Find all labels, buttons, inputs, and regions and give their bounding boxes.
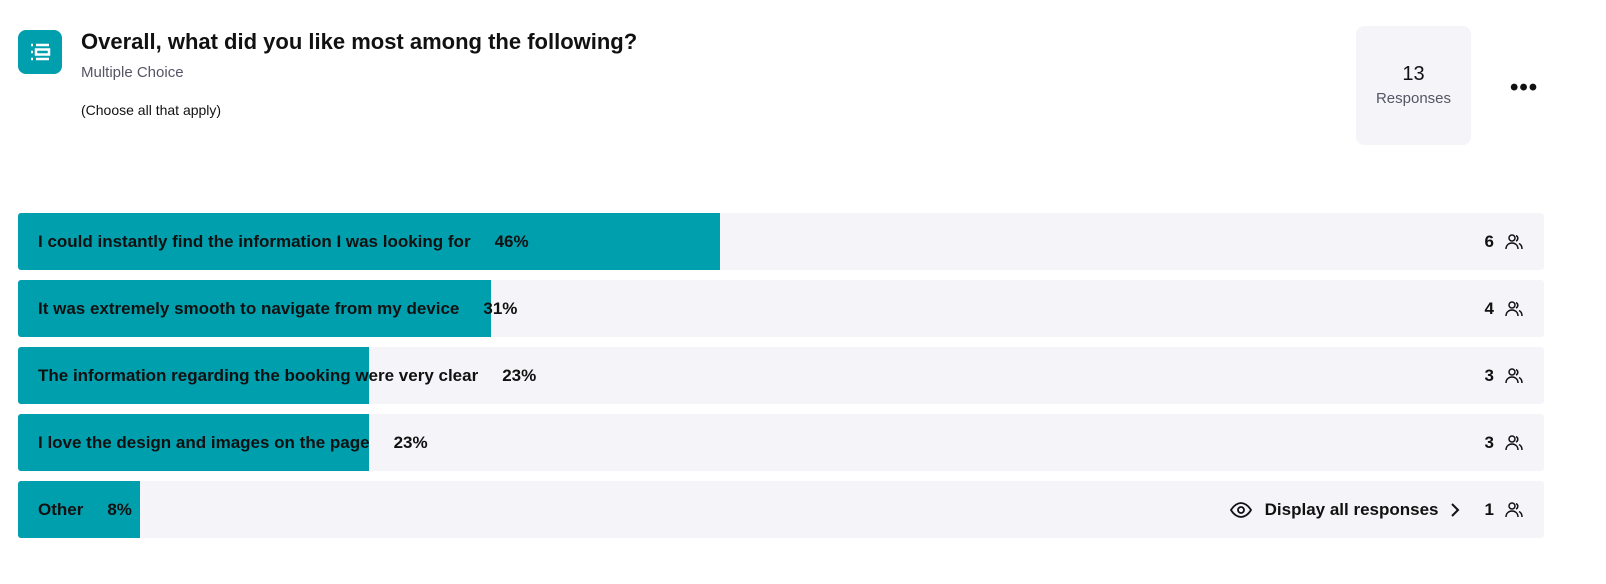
question-icon — [18, 30, 62, 74]
display-all-label: Display all responses — [1264, 499, 1439, 519]
result-row: I love the design and images on the page… — [18, 414, 1544, 471]
bar — [18, 280, 492, 337]
count-group: 6 — [1485, 213, 1524, 270]
response-count: 3 — [1484, 365, 1494, 385]
count-group: 3 — [1485, 414, 1524, 471]
bar — [18, 347, 369, 404]
option-label: I could instantly find the information I… — [38, 231, 471, 251]
option-label: Other — [38, 499, 84, 519]
response-count: 6 — [1484, 231, 1494, 251]
percent-label: 23% — [502, 365, 537, 385]
count-group: 3 — [1485, 347, 1524, 404]
option: The information regarding the booking we… — [38, 347, 536, 404]
question-title: Overall, what did you like most among th… — [81, 29, 638, 54]
people-icon — [1505, 300, 1523, 316]
eye-icon — [1229, 501, 1252, 518]
option: I love the design and images on the page… — [38, 414, 428, 471]
option-label: It was extremely smooth to navigate from… — [38, 298, 460, 318]
result-row: It was extremely smooth to navigate from… — [18, 280, 1544, 337]
people-icon — [1505, 367, 1523, 383]
chevron-icon — [1450, 502, 1459, 517]
more-menu[interactable]: ••• — [1510, 74, 1539, 101]
responses-label: Responses — [1375, 90, 1452, 107]
result-row: Other 8% Display all responses 1 — [18, 481, 1544, 538]
option: I could instantly find the information I… — [38, 213, 529, 270]
count-group: Display all responses 1 — [1229, 481, 1524, 538]
option: It was extremely smooth to navigate from… — [38, 280, 517, 337]
option-label: The information regarding the booking we… — [38, 365, 479, 385]
people-icon — [1505, 233, 1523, 249]
people-icon — [1505, 501, 1523, 517]
count-group: 4 — [1485, 280, 1524, 337]
responses-box: 13 Responses — [1356, 26, 1471, 145]
bar — [18, 414, 369, 471]
result-row: I could instantly find the information I… — [18, 213, 1544, 270]
result-row: The information regarding the booking we… — [18, 347, 1544, 404]
question-note: (Choose all that apply) — [81, 102, 222, 118]
response-count: 3 — [1484, 432, 1494, 452]
option-label: I love the design and images on the page — [38, 432, 370, 452]
bar — [18, 213, 720, 270]
response-count: 1 — [1484, 499, 1494, 519]
response-count: 4 — [1484, 298, 1494, 318]
display-all-button[interactable]: Display all responses — [1229, 500, 1461, 520]
percent-label: 31% — [483, 298, 518, 318]
responses-count: 13 — [1402, 63, 1425, 85]
percent-label: 46% — [494, 231, 529, 251]
bar — [18, 481, 141, 538]
percent-label: 8% — [107, 499, 132, 519]
percent-label: 23% — [393, 432, 428, 452]
option: Other 8% — [38, 481, 132, 538]
question-type: Multiple Choice — [81, 64, 184, 81]
people-icon — [1505, 434, 1523, 450]
